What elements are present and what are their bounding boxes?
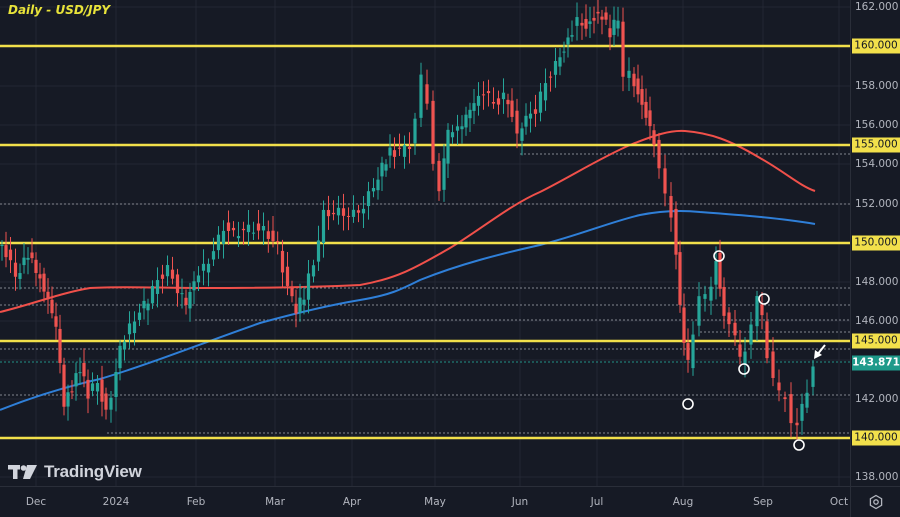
price-label: 162.000 — [855, 1, 899, 13]
price-label: 148.000 — [855, 276, 899, 288]
sma-100-line — [0, 129, 816, 313]
time-label-oct: Oct — [829, 496, 849, 508]
tradingview-watermark[interactable]: TradingView — [8, 462, 142, 482]
price-label: 158.000 — [855, 80, 899, 92]
plot-area[interactable]: Daily - USD/JPY TradingView — [0, 0, 850, 486]
time-label-jun: Jun — [511, 496, 529, 508]
watermark-text: TradingView — [44, 462, 142, 481]
price-chart-canvas — [0, 0, 850, 486]
time-label-may: May — [424, 496, 446, 508]
time-axis[interactable]: Dec 2024 Feb Mar Apr May Jun Jul Aug Sep… — [0, 486, 850, 517]
time-label-mar: Mar — [265, 496, 285, 508]
price-label: 138.000 — [855, 471, 899, 483]
level-tag-150: 150.000 — [852, 235, 900, 251]
time-label-apr: Apr — [342, 496, 362, 508]
tradingview-logo-icon — [8, 465, 37, 479]
time-label-dec: Dec — [25, 496, 47, 508]
dotted-levels — [0, 153, 850, 434]
time-label-2024: 2024 — [102, 496, 130, 508]
time-label-feb: Feb — [186, 496, 206, 508]
chart-settings-button[interactable] — [850, 486, 900, 517]
price-label: 146.000 — [855, 315, 899, 327]
sma-200-line — [0, 210, 816, 411]
horizontal-gridlines — [0, 6, 850, 478]
time-label-jul: Jul — [590, 496, 604, 508]
key-levels — [0, 44, 850, 440]
settings-gear-icon — [869, 494, 883, 510]
price-axis[interactable]: 162.000 160.000 158.000 156.000 155.000 … — [850, 0, 900, 486]
price-label: 142.000 — [855, 393, 899, 405]
level-tag-155: 155.000 — [852, 137, 900, 153]
level-tag-160: 160.000 — [852, 38, 900, 54]
last-price-tag: 143.871 — [852, 355, 900, 371]
price-label: 156.000 — [855, 119, 899, 131]
price-label: 154.000 — [855, 158, 899, 170]
swing-markers — [682, 250, 805, 451]
chart-title: Daily - USD/JPY — [8, 3, 111, 17]
level-tag-140: 140.000 — [852, 430, 900, 446]
time-label-sep: Sep — [753, 496, 773, 508]
arrow-annotation — [814, 344, 826, 359]
time-label-aug: Aug — [672, 496, 694, 508]
level-tag-145: 145.000 — [852, 333, 900, 349]
candlesticks — [0, 0, 815, 440]
price-label: 152.000 — [855, 198, 899, 210]
